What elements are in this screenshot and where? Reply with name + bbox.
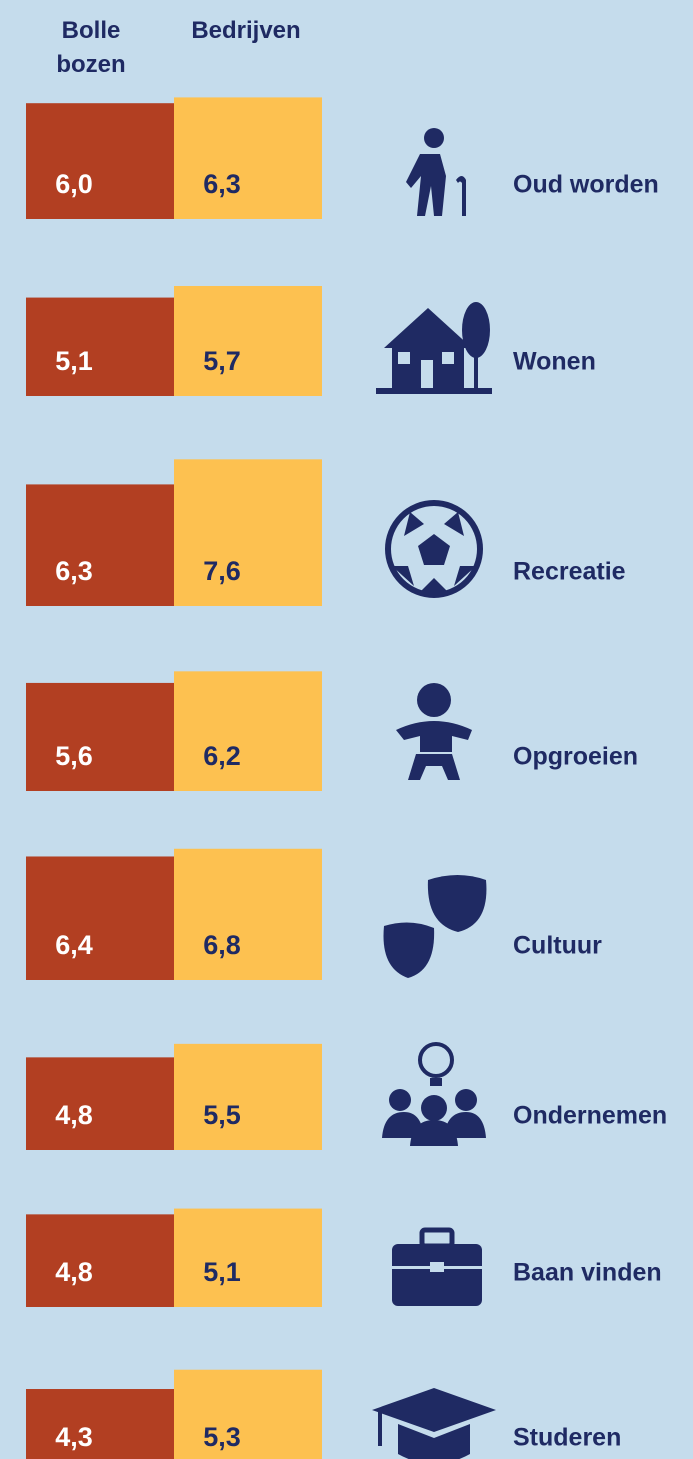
value-label: 6,2 [203,741,241,771]
bar [174,97,322,219]
value-label: 4,8 [55,1100,93,1130]
bar [26,103,174,219]
bar [174,1043,322,1150]
value-label: 5,7 [203,346,241,376]
value-label: 6,3 [203,169,241,199]
bar [174,848,322,980]
legend-entry: Bedrijven [191,17,301,44]
bar [26,1214,174,1307]
category-label: Baan vinden [513,1259,662,1287]
bar [26,682,174,791]
value-label: 5,6 [55,741,93,771]
bar [26,484,174,606]
value-label: 5,5 [203,1100,241,1130]
value-label: 7,6 [203,556,241,586]
value-label: 4,8 [55,1257,93,1287]
value-label: 6,4 [55,930,93,960]
bar [26,1389,174,1459]
value-label: 5,1 [55,346,93,376]
icons [372,128,496,1459]
category-label: Oud worden [513,171,659,199]
bar [174,285,322,396]
category-label: Recreatie [513,558,626,586]
category-label: Studeren [513,1424,621,1452]
value-label: 5,3 [203,1422,241,1452]
bar [174,671,322,791]
category-label: Opgroeien [513,743,638,771]
value-label: 6,8 [203,930,241,960]
category-label: Ondernemen [513,1102,667,1130]
bar [174,459,322,606]
value-label: 6,0 [55,169,93,199]
bar [26,856,174,980]
bar [26,1057,174,1150]
category-label: Wonen [513,348,596,376]
legend-entry: Bolle bozen [56,17,126,78]
bar [174,1208,322,1307]
bar [26,297,174,396]
value-label: 5,1 [203,1257,241,1287]
category-label: Cultuur [513,932,602,960]
value-label: 4,3 [55,1422,93,1452]
value-label: 6,3 [55,556,93,586]
bar [174,1369,322,1459]
